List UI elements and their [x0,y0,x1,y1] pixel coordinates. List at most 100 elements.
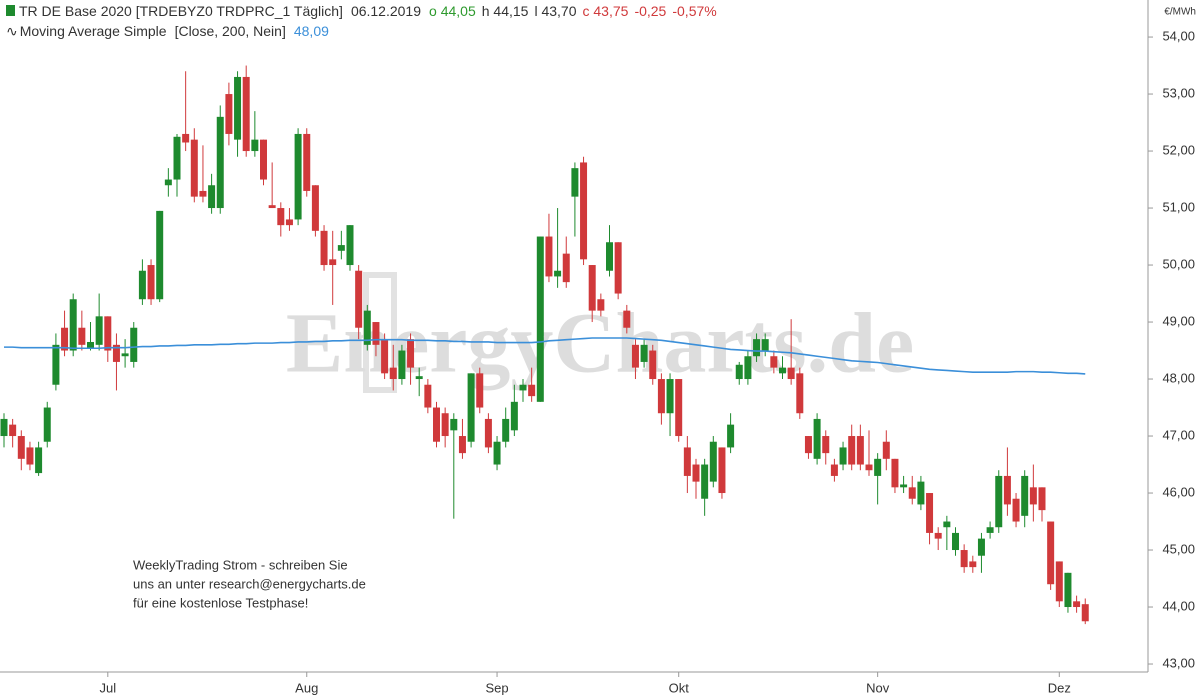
candle-body [856,436,864,465]
candle-body [320,230,328,266]
candles [0,65,1089,625]
candle-body [891,458,899,488]
candle-body [640,344,648,362]
candle-body [882,441,890,459]
quote: o 44,05 h 44,15 l 43,70 c 43,75 -0,25 -0,57% [429,3,723,19]
candle-body [1047,521,1055,585]
candle-body [1064,572,1072,608]
candle-body [744,356,752,380]
legend-params: [Close, 200, Nein] [174,23,286,39]
candle-body [346,225,354,266]
candle-body [182,133,190,143]
candle-body [770,356,778,368]
candle-body [528,384,536,397]
candle-body [657,379,665,414]
candle-body [26,447,34,465]
y-tick-label: 54,00 [1162,28,1195,43]
candle-body [865,464,873,471]
annotation-line: WeeklyTrading Strom - schreiben Sie [133,557,348,572]
candle-body [813,418,821,459]
candle-body [787,367,795,380]
candle-body [225,94,233,134]
candle-body [735,364,743,380]
candle-body [173,136,181,180]
indicator-icon: ∿ [6,23,18,39]
candle-body [389,367,397,380]
candle-body [303,133,311,191]
quote-item: l 43,70 [534,3,577,19]
candle-body [718,447,726,494]
candle-body [995,475,1003,528]
candle-body [199,190,207,197]
candle-body [164,179,172,186]
y-tick-label: 51,00 [1162,199,1195,214]
candle-body [934,532,942,539]
candle-body [458,436,466,454]
candle-body [190,139,198,197]
candle-body [588,265,596,311]
candle-body [545,236,553,277]
candle-body [372,322,380,345]
candle-body [251,139,259,152]
candle-body [709,441,717,482]
candle-body [926,493,934,533]
candle-body [260,139,267,180]
candle-body [381,339,389,374]
x-tick-label: Okt [669,680,690,695]
candle-body [1081,604,1089,622]
candle-body [519,384,527,391]
candle-body [943,521,951,528]
candle-body [822,436,830,454]
candle-body [329,259,337,266]
candle-body [830,464,838,476]
date: 06.12.2019 [350,3,422,19]
candle-body [242,76,250,152]
header-line: TR DE Base 2020 [TRDEBYZ0 TRDPRC_1 Tägli… [6,3,731,19]
candle-body [779,367,786,374]
candle-body [1021,475,1029,516]
symbol-icon [6,5,15,16]
indicator-legend: ∿ Moving Average Simple [Close, 200, Nein]… [6,23,337,40]
candle-body [407,339,415,368]
candle-body [908,487,916,499]
candle-body [986,527,994,533]
candle-body [52,344,60,385]
y-tick-label: 44,00 [1162,598,1195,613]
quote-item: -0,57% [672,3,717,19]
candle-body [597,299,605,311]
y-tick-label: 43,00 [1162,655,1195,670]
candle-body [69,299,77,351]
candle-body [398,350,406,380]
candle-body [1012,498,1020,522]
candle-body [502,418,510,442]
y-tick-label: 52,00 [1162,142,1195,157]
candle-body [268,205,276,209]
candle-body [761,339,769,351]
candle-body [43,407,51,442]
candle-body [1038,487,1046,511]
candle-body [1073,601,1081,608]
candle-body [95,316,103,345]
candle-body [614,242,622,294]
candle-body [294,133,302,220]
x-tick-label: Sep [485,680,508,695]
quote-item: -0,25 [634,3,667,19]
y-tick-label: 49,00 [1162,313,1195,328]
candle-body [355,270,363,328]
candle-body [277,208,285,226]
candle-body [234,76,242,140]
quote-item: o 44,05 [429,3,476,19]
candle-body [484,418,492,448]
candle-body [510,401,518,431]
candle-body [208,185,216,209]
x-tick-label: Dez [1048,680,1071,695]
candle-body [467,373,475,442]
candle-body [441,413,449,437]
legend-name: Moving Average Simple [19,23,167,39]
moving-average-line [4,337,1086,375]
y-tick-label: 46,00 [1162,484,1195,499]
candle-body [969,561,977,568]
candle-body [450,418,458,431]
y-tick-label: 48,00 [1162,370,1195,385]
